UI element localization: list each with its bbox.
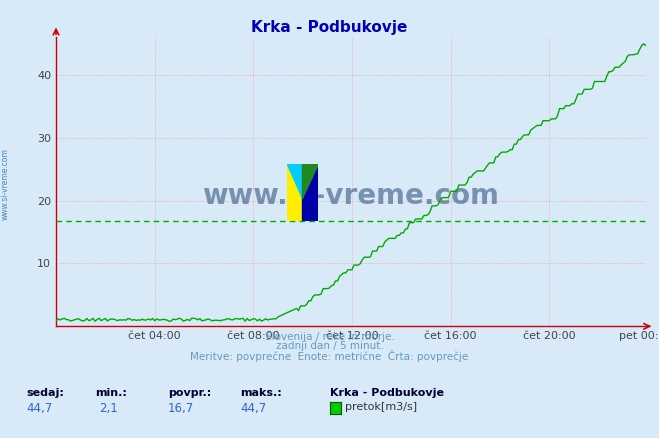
- Text: 44,7: 44,7: [241, 402, 267, 415]
- Text: 2,1: 2,1: [100, 402, 118, 415]
- Text: pretok[m3/s]: pretok[m3/s]: [345, 402, 417, 412]
- Bar: [302, 164, 318, 221]
- Text: 44,7: 44,7: [26, 402, 53, 415]
- Text: zadnji dan / 5 minut.: zadnji dan / 5 minut.: [275, 341, 384, 351]
- Text: Meritve: povprečne  Enote: metrične  Črta: povprečje: Meritve: povprečne Enote: metrične Črta:…: [190, 350, 469, 361]
- Text: povpr.:: povpr.:: [168, 388, 212, 398]
- Text: 16,7: 16,7: [168, 402, 194, 415]
- Text: Krka - Podbukovje: Krka - Podbukovje: [330, 388, 444, 398]
- Text: www.si-vreme.com: www.si-vreme.com: [202, 182, 500, 210]
- Text: www.si-vreme.com: www.si-vreme.com: [1, 148, 10, 220]
- Polygon shape: [302, 164, 318, 198]
- Text: maks.:: maks.:: [241, 388, 282, 398]
- Text: Slovenija / reke in morje.: Slovenija / reke in morje.: [264, 332, 395, 342]
- Bar: [287, 164, 302, 221]
- Polygon shape: [287, 164, 302, 198]
- Text: sedaj:: sedaj:: [26, 388, 64, 398]
- Text: min.:: min.:: [96, 388, 127, 398]
- Text: Krka - Podbukovje: Krka - Podbukovje: [251, 20, 408, 35]
